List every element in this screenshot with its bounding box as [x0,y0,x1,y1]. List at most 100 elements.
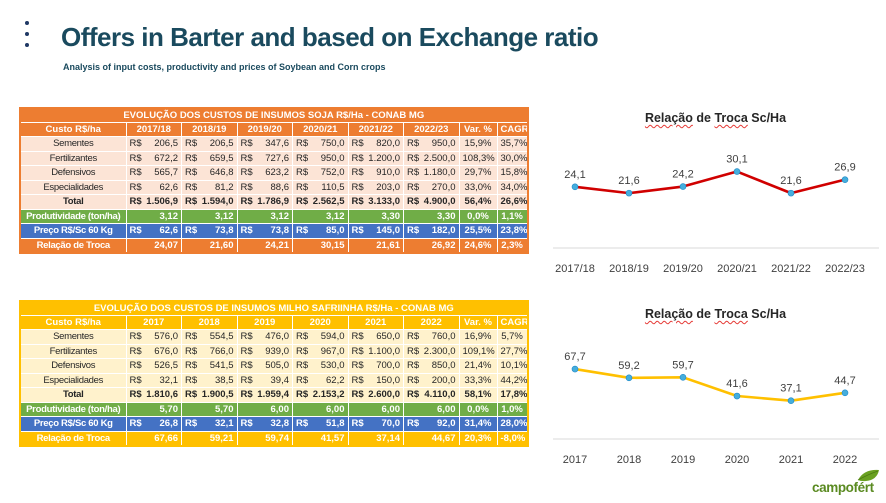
value-cell: R$ 85,0 [292,223,349,239]
row-label: Preço R$/Sc 60 Kg [19,223,127,239]
cagr-cell: 15,8% [496,165,529,181]
amount: 2.153,2 [312,389,345,401]
value-cell: R$ 1.786,9 [236,194,293,210]
value-cell: 6,00 [403,401,460,417]
amount: 2.600,0 [368,389,400,401]
currency-symbol: R$ [129,225,142,237]
value-cell: 3,12 [236,208,293,224]
var-percent-cell: 31,4% [458,416,498,432]
amount: 39,4 [270,374,290,386]
data-point-marker [841,176,849,183]
column-header: 2020/21 [292,121,349,137]
amount: 623,2 [265,167,289,179]
amount: 750,0 [320,138,345,150]
value-cell: R$ 32,1 [181,416,238,432]
amount: 526,5 [154,360,178,372]
value-cell: R$ 206,5 [181,136,238,152]
value-cell: R$ 26,8 [125,416,182,432]
amount: 26,8 [159,418,179,430]
dot-icon [25,43,29,47]
amount: 476,0 [265,331,289,343]
table-row: Fertilizantes R$ 676,0 R$ 766,0 R$ 939,0 R$ 967,… [19,343,529,359]
data-label: 21,6 [618,175,639,187]
value-cell: R$ 62,2 [292,372,349,388]
value-cell: R$ 950,0 [403,136,460,152]
value-cell: 6,00 [347,401,404,417]
value-cell: R$ 1.810,6 [125,387,182,403]
amount: 672,2 [154,152,178,164]
campofert-logo: campofért [811,468,885,498]
chart-title: Relação de Troca Sc/Ha [545,307,886,321]
data-label: 67,7 [564,351,585,363]
currency-symbol: R$ [296,389,309,401]
column-header: 2021/22 [347,121,404,137]
value-cell: 67,66 [125,430,182,446]
table-row: Sementes R$ 576,0 R$ 554,5 R$ 476,0 R$ 594,0 R$ 65… [19,329,529,345]
currency-symbol: R$ [129,331,142,343]
chart-title: Relação de Troca Sc/Ha [545,111,886,125]
currency-symbol: R$ [129,181,142,193]
amount: 92,0 [437,418,456,430]
value-cell: R$ 820,0 [347,136,404,152]
currency-symbol: R$ [407,360,420,372]
value-cell: R$ 270,0 [403,179,460,195]
var-percent-cell: 20,3% [458,430,498,446]
soja-cost-table: EVOLUÇÃO DOS CUSTOS DE INSUMOS SOJA R$/H… [19,107,529,254]
amount: 1.506,9 [146,196,178,208]
currency-symbol: R$ [240,331,253,343]
currency-symbol: R$ [240,152,253,164]
amount: 32,1 [159,374,179,386]
currency-symbol: R$ [296,345,309,357]
dot-icon [25,32,29,36]
value-cell: R$ 1.200,0 [347,150,404,166]
var-percent-cell: 29,7% [458,165,498,181]
value-cell: R$ 200,0 [403,372,460,388]
value-cell: R$ 530,0 [292,358,349,374]
amount: 650,0 [376,331,400,343]
currency-symbol: R$ [129,138,142,150]
currency-symbol: R$ [129,345,142,357]
row-label: Relação de Troca [19,237,127,253]
cagr-cell: 28,0% [496,416,529,432]
currency-symbol: R$ [185,389,198,401]
amount: 62,6 [159,225,179,237]
var-percent-cell: 33,0% [458,179,498,195]
amount: 910,0 [376,167,400,179]
amount: 727,6 [265,152,289,164]
currency-symbol: R$ [407,374,420,386]
data-point-marker [841,389,849,397]
currency-symbol: R$ [351,152,364,164]
var-percent-cell: 21,4% [458,358,498,374]
value-cell: R$ 2.500,0 [403,150,460,166]
row-label: Relação de Troca [19,430,127,446]
amount: 950,0 [431,138,456,150]
table-row: Especialidades R$ 62,6 R$ 81,2 R$ 88,6 R$ 110,5 R… [19,179,529,195]
data-point-marker [679,374,687,381]
row-label: Fertilizantes [19,343,127,359]
value-cell: R$ 727,6 [236,150,293,166]
value-cell: R$ 73,8 [181,223,238,239]
currency-symbol: R$ [296,167,309,179]
value-cell: R$ 2.300,0 [403,343,460,359]
data-point-marker [679,183,687,190]
milho-cost-table: EVOLUÇÃO DOS CUSTOS DE INSUMOS MILHO SAF… [19,300,529,447]
value-cell: R$ 752,0 [292,165,349,181]
data-label: 30,1 [726,154,747,166]
amount: 200,0 [431,374,456,386]
value-cell: 24,21 [236,237,293,253]
currency-symbol: R$ [407,345,420,357]
dot-icon [25,21,29,25]
var-percent-cell: 0,0% [458,208,498,224]
value-cell: R$ 2.600,0 [347,387,404,403]
table-row: Preço R$/Sc 60 Kg R$ 26,8 R$ 32,1 R$ 32,8 R$ 51,… [19,416,529,432]
var-percent-cell: 24,6% [458,237,498,253]
x-axis-tick-label: 2019 [671,454,695,466]
value-cell: R$ 1.506,9 [125,194,182,210]
x-axis-tick-label: 2018 [617,454,641,466]
value-cell: R$ 51,8 [292,416,349,432]
var-percent-cell: 56,4% [458,194,498,210]
amount: 2.500,0 [423,152,456,164]
amount: 73,8 [270,225,290,237]
data-label: 44,7 [834,375,855,387]
data-point-marker [625,189,633,197]
